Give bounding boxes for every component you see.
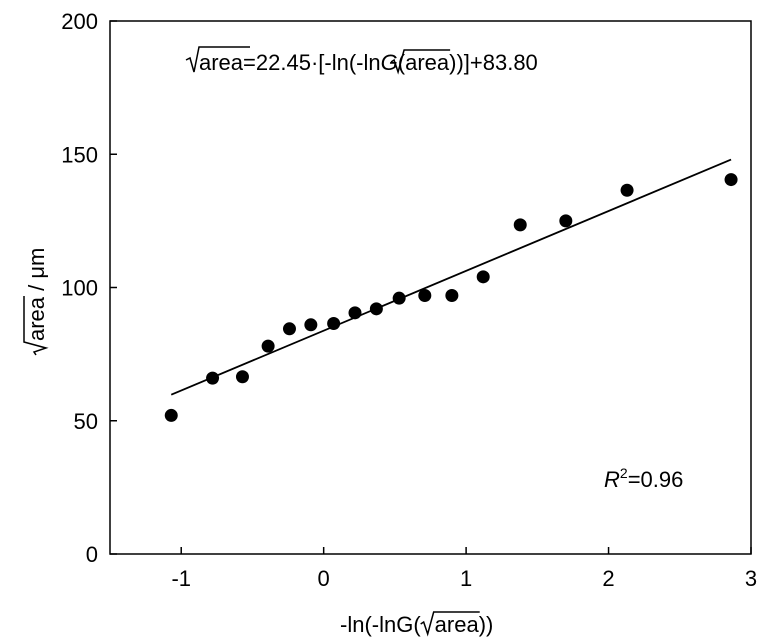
data-point-7: [348, 306, 362, 320]
data-point-15: [620, 183, 634, 197]
equation-radical-sign-1: [185, 46, 250, 73]
x-axis-title-radical: area: [435, 612, 480, 637]
data-point-9: [392, 291, 406, 305]
equation-part-3: ))]+83.80: [449, 50, 538, 75]
axis-tick-labels: -1 0 1 2 3 0 50 100 150 200: [61, 9, 757, 591]
data-points: [164, 173, 738, 422]
y-axis-radical-sign: [23, 295, 49, 356]
r-squared-annotation: R2=0.96: [604, 465, 683, 492]
x-axis-title: -ln(-lnG( area)): [340, 611, 493, 637]
y-tick-label-0: 0: [86, 542, 98, 567]
x-tick-label-1: 0: [318, 566, 330, 591]
data-point-11: [445, 288, 459, 302]
x-axis-title-text: -ln(-lnG( area)): [340, 612, 493, 637]
data-point-8: [369, 302, 383, 316]
data-point-12: [476, 270, 490, 284]
regression-line-group: [170, 158, 732, 396]
equation-g-italic: G: [381, 50, 398, 75]
equation-part-2: (: [398, 50, 406, 75]
y-axis-title: area / μm: [23, 248, 49, 356]
y-axis-title-text: area / μm: [24, 248, 49, 341]
equation-radical-1: area: [199, 50, 244, 75]
y-tick-label-3: 150: [61, 142, 98, 167]
y-axis-title-suffix: / μm: [24, 248, 49, 297]
x-axis-title-suffix: )): [479, 612, 494, 637]
data-point-13: [513, 218, 527, 232]
regression-line: [170, 158, 732, 396]
equation-part-1: =22.45·[-ln(-ln: [243, 50, 381, 75]
data-point-16: [724, 173, 738, 187]
data-point-4: [282, 322, 296, 336]
y-tick-label-2: 100: [61, 276, 98, 301]
y-tick-label-4: 200: [61, 9, 98, 34]
equation-radical-2: area: [405, 50, 450, 75]
r-squared-superscript: 2: [620, 465, 628, 481]
x-axis-title-prefix: -ln(-lnG(: [340, 612, 421, 637]
x-tick-label-2: 1: [460, 566, 472, 591]
r-squared-r: R: [604, 467, 620, 492]
data-point-5: [304, 318, 318, 332]
x-axis-radical-sign: [420, 611, 480, 637]
axis-ticks: [110, 20, 752, 555]
data-point-1: [206, 371, 220, 385]
x-tick-label-3: 2: [602, 566, 614, 591]
data-point-2: [235, 370, 249, 384]
x-tick-label-4: 3: [745, 566, 757, 591]
r-squared-value: =0.96: [628, 467, 684, 492]
data-point-3: [261, 339, 275, 353]
equation-radical-sign-2: [390, 49, 451, 75]
data-point-14: [559, 214, 573, 228]
data-point-0: [164, 408, 178, 422]
equation-text: area=22.45·[-ln(-lnG(area))]+83.80: [199, 50, 538, 75]
x-tick-label-0: -1: [171, 566, 191, 591]
data-point-6: [327, 316, 341, 330]
data-point-10: [418, 288, 432, 302]
equation-annotation: area=22.45·[-ln(-lnG(area))]+83.80: [185, 46, 538, 75]
y-tick-label-1: 50: [74, 409, 98, 434]
y-axis-title-radical: area: [24, 296, 49, 341]
